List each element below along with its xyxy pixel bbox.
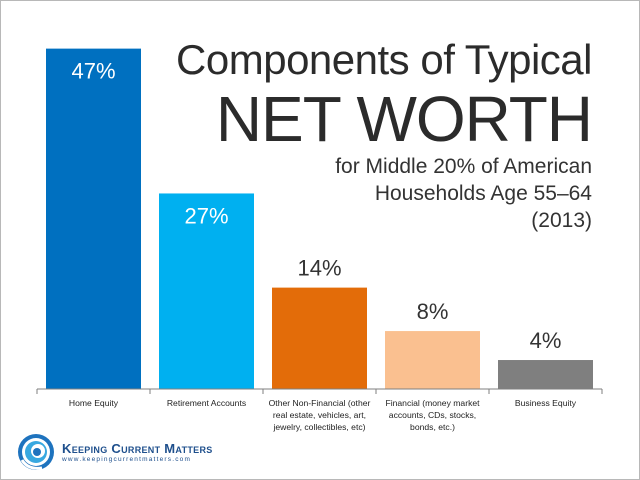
category-label: accounts, CDs, stocks, — [389, 410, 476, 420]
category-label: jewelry, collectibles, etc) — [272, 422, 365, 432]
category-label: real estate, vehicles, art, — [273, 410, 366, 420]
subtitle-line: for Middle 20% of American — [335, 155, 592, 178]
bar-value-label: 8% — [417, 299, 449, 324]
brand-url: www.keepingcurrentmatters.com — [62, 456, 192, 463]
bar — [272, 287, 367, 389]
category-label: Financial (money market — [385, 398, 480, 408]
bar-value-label: 27% — [184, 203, 228, 228]
bar-value-label: 14% — [297, 256, 341, 281]
brand-name: Keeping Current Matters — [62, 441, 213, 456]
bar — [46, 48, 141, 389]
bar — [385, 331, 480, 389]
category-label: Other Non-Financial (other — [269, 398, 371, 408]
bar — [159, 193, 254, 389]
brand-logo: Keeping Current Matters www.keepingcurre… — [16, 432, 213, 472]
subtitle-line: (2013) — [531, 209, 592, 232]
category-label: Retirement Accounts — [167, 398, 246, 408]
bar-value-label: 4% — [530, 328, 562, 353]
category-label: Business Equity — [515, 398, 577, 408]
chart-subtitle: for Middle 20% of American Households Ag… — [335, 153, 592, 234]
chart-title-line2: NET WORTH — [215, 83, 593, 155]
swirl-logo-icon — [18, 434, 54, 470]
category-label: bonds, etc.) — [410, 422, 455, 432]
category-label: Home Equity — [69, 398, 119, 408]
subtitle-line: Households Age 55–64 — [374, 182, 592, 205]
bar — [498, 360, 593, 389]
chart-title-line1: Components of Typical — [176, 36, 592, 83]
bar-value-label: 47% — [71, 59, 115, 84]
